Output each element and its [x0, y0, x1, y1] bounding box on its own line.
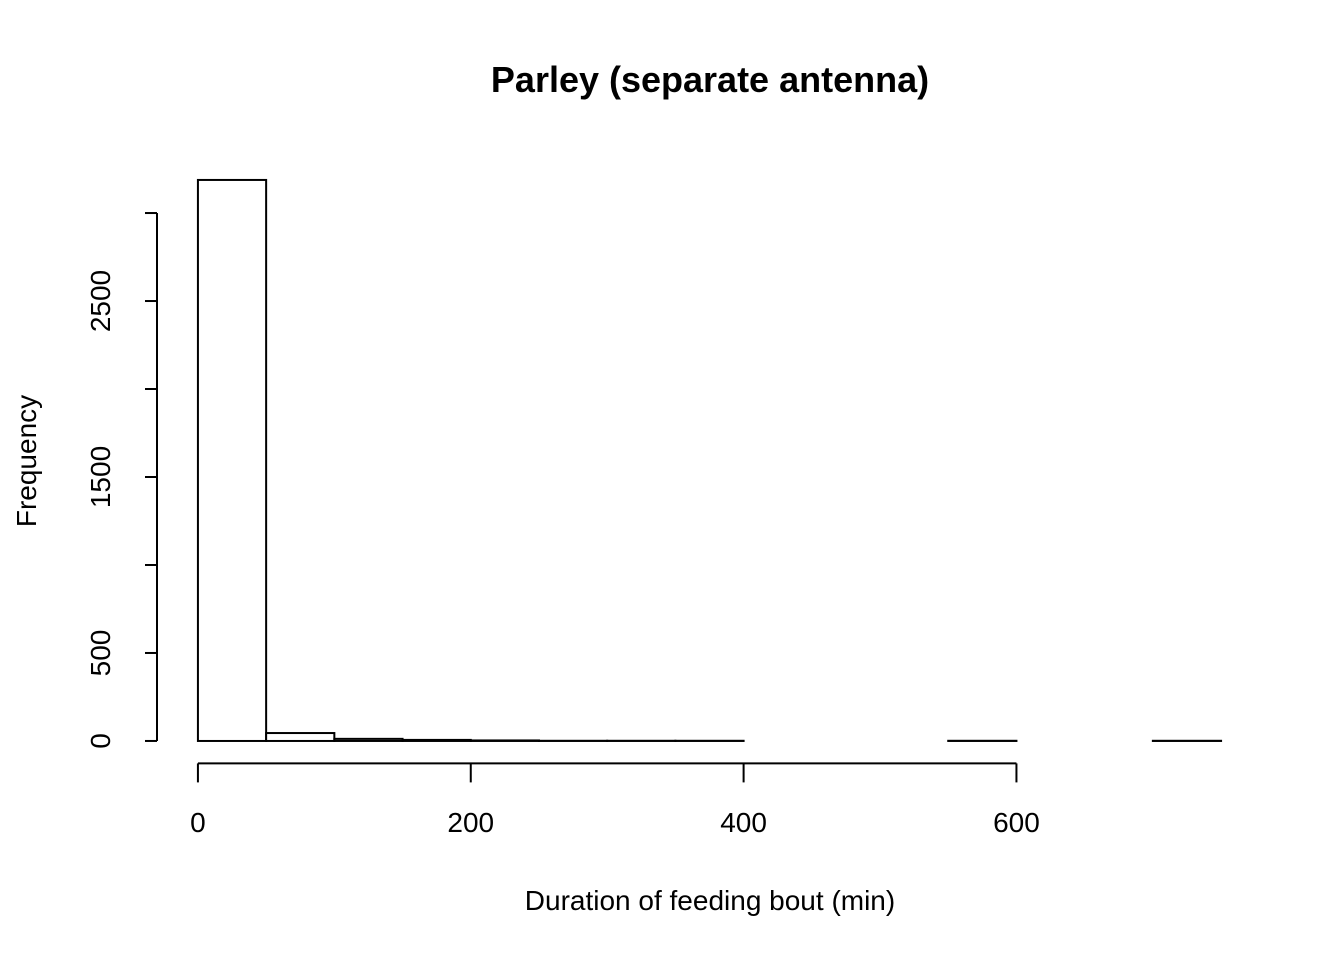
bar — [196, 178, 268, 742]
y-tick-label: 1500 — [85, 446, 116, 508]
bar — [265, 732, 336, 742]
y-tick-label: 0 — [85, 733, 116, 749]
x-tick-label: 200 — [447, 807, 494, 838]
x-axis-title: Duration of feeding bout (min) — [525, 885, 895, 916]
x-tick-label: 0 — [190, 807, 206, 838]
x-tick-label: 400 — [720, 807, 767, 838]
y-tick-label: 500 — [85, 630, 116, 677]
chart-title: Parley (separate antenna) — [491, 59, 929, 100]
bar — [333, 737, 404, 742]
y-axis-title: Frequency — [11, 395, 42, 527]
bar — [469, 739, 540, 742]
x-tick-label: 600 — [993, 807, 1040, 838]
bar — [401, 738, 472, 742]
y-tick-label: 2500 — [85, 270, 116, 332]
